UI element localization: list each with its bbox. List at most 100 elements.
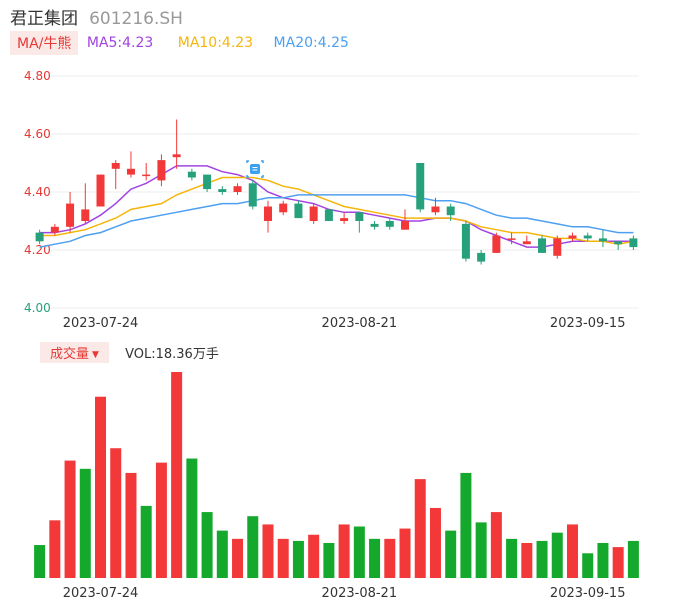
candle-body — [538, 238, 547, 253]
candle-body — [416, 163, 425, 210]
x-tick-label: 2023-08-21 — [322, 316, 398, 331]
volume-bar — [125, 472, 137, 578]
y-tick-label: 4.40 — [24, 185, 51, 199]
volume-value: VOL:18.36万手 — [125, 347, 219, 362]
x-tick-label: 2023-07-24 — [63, 586, 139, 601]
ma20-legend: MA20:4.25 — [273, 35, 349, 51]
volume-bar — [34, 545, 46, 578]
stock-header: 君正集团 601216.SH — [10, 4, 183, 29]
candle-body — [96, 174, 105, 207]
ma10-legend: MA10:4.23 — [177, 35, 254, 51]
price-axis-labels: 4.804.604.404.204.00 — [24, 69, 51, 315]
candle-body — [172, 154, 181, 158]
candle-body — [461, 223, 470, 259]
ma5-line — [39, 165, 634, 248]
volume-bar — [521, 542, 533, 578]
volume-indicator-dropdown[interactable]: 成交量 ▼ — [40, 342, 109, 363]
event-marker-icon[interactable] — [246, 160, 264, 178]
volume-indicator-label: 成交量 — [50, 347, 90, 362]
price-date-labels: 2023-07-24 2023-08-21 2023-09-15 — [63, 316, 626, 331]
candle-body — [355, 212, 364, 221]
volume-bar — [369, 538, 381, 578]
candle-body — [629, 238, 638, 248]
x-tick-label: 2023-09-15 — [550, 316, 626, 331]
candlesticks — [35, 119, 638, 265]
ma20-line — [39, 194, 634, 248]
volume-bar — [110, 448, 122, 578]
ma-indicator-tab[interactable]: MA/牛熊 — [10, 31, 79, 55]
ma5-legend: MA5:4.23 — [86, 35, 154, 51]
x-tick-label: 2023-07-24 — [63, 316, 139, 331]
candle-body — [477, 252, 486, 262]
volume-bar — [216, 530, 228, 578]
candle-body — [583, 235, 592, 239]
candle-body — [431, 206, 440, 213]
volume-bar — [232, 538, 244, 578]
volume-bar — [323, 542, 335, 578]
caret-down-icon: ▼ — [92, 350, 99, 360]
volume-bar — [429, 507, 441, 578]
candle-body — [309, 206, 318, 221]
y-tick-label: 4.00 — [24, 301, 51, 315]
candle-body — [111, 163, 120, 169]
volume-bar — [155, 462, 167, 578]
stock-name: 君正集团 — [10, 9, 78, 29]
candle-body — [248, 183, 257, 207]
stock-code: 601216.SH — [89, 9, 183, 29]
candle-body — [50, 226, 59, 233]
volume-bar — [49, 520, 61, 578]
y-tick-label: 4.80 — [24, 69, 51, 83]
candle-body — [294, 203, 303, 219]
volume-bar — [506, 538, 518, 578]
volume-bar — [460, 472, 472, 578]
volume-bars — [34, 372, 639, 578]
ma10-line — [39, 176, 634, 245]
candle-body — [598, 238, 607, 242]
candle-body — [203, 174, 212, 190]
candle-body — [614, 241, 623, 245]
candle-body — [324, 209, 333, 221]
candle-body — [157, 160, 166, 181]
candle-body — [446, 206, 455, 216]
volume-bar — [551, 532, 563, 578]
candle-body — [507, 238, 516, 240]
candle-body — [370, 223, 379, 227]
x-tick-label: 2023-09-15 — [550, 586, 626, 601]
candle-body — [218, 189, 227, 192]
volume-bar — [338, 524, 350, 578]
volume-bar — [612, 547, 624, 578]
volume-date-labels: 2023-07-24 2023-08-21 2023-09-15 — [63, 586, 626, 601]
candle-body — [142, 174, 151, 177]
candle-body — [492, 235, 501, 253]
volume-bar — [292, 540, 304, 578]
volume-bar — [140, 505, 152, 578]
volume-bar — [262, 524, 274, 578]
volume-bar — [414, 479, 426, 578]
volume-bar — [384, 538, 396, 578]
volume-bar — [566, 524, 578, 578]
candle-body — [35, 232, 44, 242]
x-tick-label: 2023-08-21 — [322, 586, 398, 601]
volume-bar — [597, 542, 609, 578]
volume-bar — [277, 538, 289, 578]
volume-bar — [201, 512, 213, 578]
volume-bar — [353, 526, 365, 578]
candle-body — [81, 209, 90, 221]
ma-legend: MA/牛熊 MA5:4.23 MA10:4.23 MA20:4.25 — [10, 31, 349, 55]
y-tick-label: 4.60 — [24, 127, 51, 141]
volume-bar — [475, 522, 487, 578]
candle-body — [233, 186, 242, 192]
volume-bar — [64, 460, 76, 578]
candle-body — [522, 241, 531, 245]
volume-bar — [536, 540, 548, 578]
volume-bar — [79, 468, 91, 578]
volume-bar — [582, 553, 594, 578]
moving-average-lines — [39, 165, 634, 248]
volume-bar — [445, 530, 457, 578]
volume-bar — [308, 534, 320, 578]
volume-bar — [247, 516, 259, 578]
volume-bar — [186, 458, 198, 578]
candle-body — [187, 171, 196, 178]
candle-body — [263, 206, 272, 221]
